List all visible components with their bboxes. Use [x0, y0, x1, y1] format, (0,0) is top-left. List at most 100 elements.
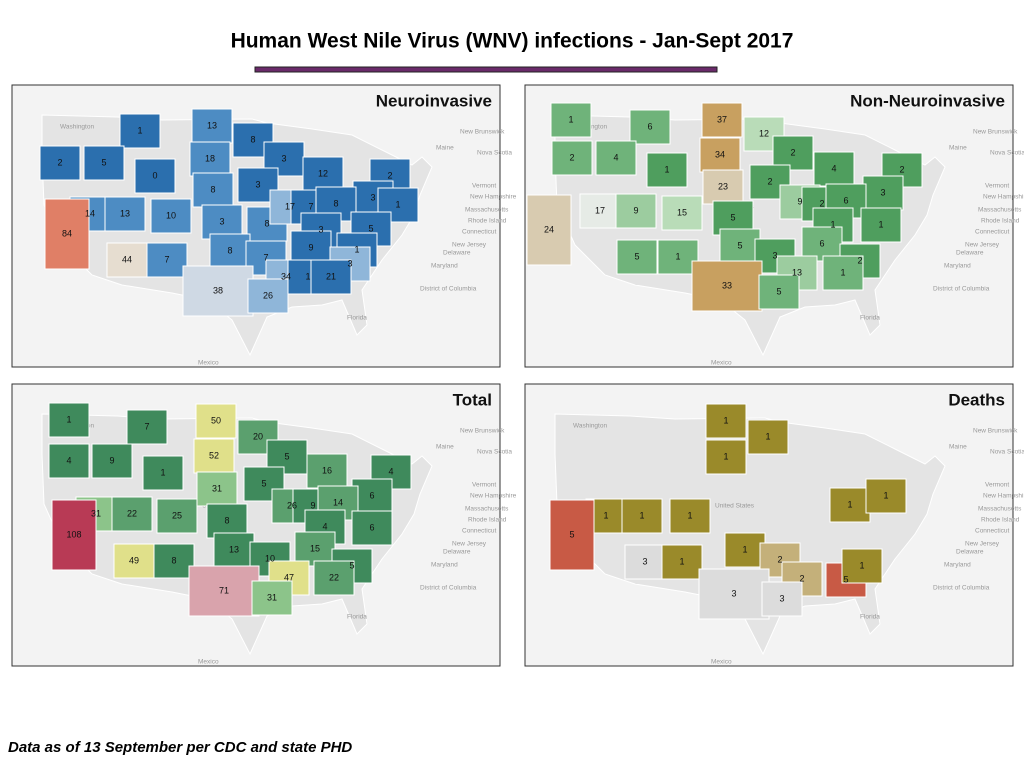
state-value: 34 — [281, 271, 291, 281]
state-value: 17 — [595, 205, 605, 215]
basemap-label: New Brunswick — [973, 428, 1018, 435]
state-region — [182, 265, 254, 317]
state-region — [551, 140, 593, 176]
state-value: 1 — [305, 271, 310, 281]
state-region — [860, 207, 902, 243]
state-region — [48, 402, 90, 438]
state-value: 1 — [847, 499, 852, 509]
state-region — [106, 242, 148, 278]
title-underline — [254, 66, 718, 73]
state-region — [624, 544, 666, 580]
basemap-label: Nova Scotia — [477, 449, 512, 456]
basemap-label: Maryland — [431, 562, 458, 569]
basemap-label: Florida — [347, 614, 367, 621]
state-region — [247, 278, 289, 314]
state-region — [669, 498, 711, 534]
state-value: 0 — [152, 170, 157, 180]
basemap-label: New Hampshire — [983, 493, 1024, 500]
basemap-label: Massachusetts — [465, 207, 509, 214]
state-value: 5 — [368, 223, 373, 233]
state-value: 12 — [318, 168, 328, 178]
basemap-label: United States — [715, 503, 755, 510]
state-value: 26 — [287, 500, 297, 510]
basemap-label: Maine — [949, 444, 967, 451]
basemap-label: Delaware — [443, 250, 471, 257]
state-value: 5 — [569, 529, 574, 539]
state-value: 2 — [387, 170, 392, 180]
state-region — [841, 548, 883, 584]
state-region — [310, 259, 352, 295]
state-value: 34 — [715, 149, 725, 159]
basemap-label: Maryland — [944, 562, 971, 569]
state-value: 2 — [819, 198, 824, 208]
state-value: 4 — [831, 163, 836, 173]
state-region — [772, 135, 814, 171]
panel-title: Neuroinvasive — [376, 91, 492, 110]
state-region — [801, 226, 843, 262]
state-value: 108 — [66, 529, 81, 539]
state-region — [44, 198, 90, 270]
state-value: 6 — [819, 238, 824, 248]
state-region — [549, 499, 595, 571]
state-value: 84 — [62, 228, 72, 238]
state-value: 50 — [211, 415, 221, 425]
state-value: 1 — [840, 267, 845, 277]
basemap-label: Massachusetts — [465, 506, 509, 513]
basemap-label: Delaware — [956, 549, 984, 556]
basemap-label: New Jersey — [452, 242, 487, 249]
basemap-label: New Brunswick — [973, 129, 1018, 136]
state-region — [302, 156, 344, 192]
basemap-label: Massachusetts — [978, 207, 1022, 214]
basemap-label: District of Columbia — [933, 286, 990, 293]
basemap-label: Washington — [573, 423, 607, 430]
state-value: 5 — [101, 157, 106, 167]
state-value: 16 — [322, 465, 332, 475]
state-value: 10 — [265, 553, 275, 563]
basemap-label: Connecticut — [462, 528, 497, 535]
state-value: 9 — [308, 242, 313, 252]
state-region — [156, 498, 198, 534]
state-value: 1 — [603, 510, 608, 520]
state-value: 1 — [878, 219, 883, 229]
state-value: 23 — [718, 181, 728, 191]
state-value: 9 — [109, 455, 114, 465]
state-value: 2 — [57, 157, 62, 167]
state-region — [146, 242, 188, 278]
state-region — [550, 102, 592, 138]
state-value: 2 — [569, 152, 574, 162]
state-region — [761, 581, 803, 617]
basemap-label: Delaware — [443, 549, 471, 556]
state-region — [698, 568, 770, 620]
state-region — [294, 531, 336, 567]
state-region — [629, 109, 671, 145]
state-value: 1 — [354, 244, 359, 254]
basemap-label: Maryland — [431, 263, 458, 270]
basemap-label: Connecticut — [975, 229, 1010, 236]
basemap-label: Vermont — [985, 482, 1009, 489]
state-value: 12 — [759, 128, 769, 138]
state-value: 31 — [267, 592, 277, 602]
state-value: 7 — [164, 254, 169, 264]
state-value: 2 — [767, 176, 772, 186]
state-region — [526, 194, 572, 266]
state-region — [192, 172, 234, 208]
basemap-label: Rhode Island — [981, 517, 1020, 524]
basemap-label: District of Columbia — [420, 286, 477, 293]
state-region — [83, 145, 125, 181]
state-region — [113, 543, 155, 579]
state-region — [142, 455, 184, 491]
state-value: 22 — [329, 572, 339, 582]
state-value: 1 — [568, 114, 573, 124]
state-value: 3 — [779, 593, 784, 603]
footnote: Data as of 13 September per CDC and stat… — [8, 739, 352, 756]
state-region — [691, 260, 763, 312]
state-value: 1 — [859, 560, 864, 570]
state-region — [595, 140, 637, 176]
state-value: 8 — [224, 515, 229, 525]
state-value: 1 — [137, 125, 142, 135]
state-value: 1 — [830, 219, 835, 229]
state-value: 1 — [687, 510, 692, 520]
